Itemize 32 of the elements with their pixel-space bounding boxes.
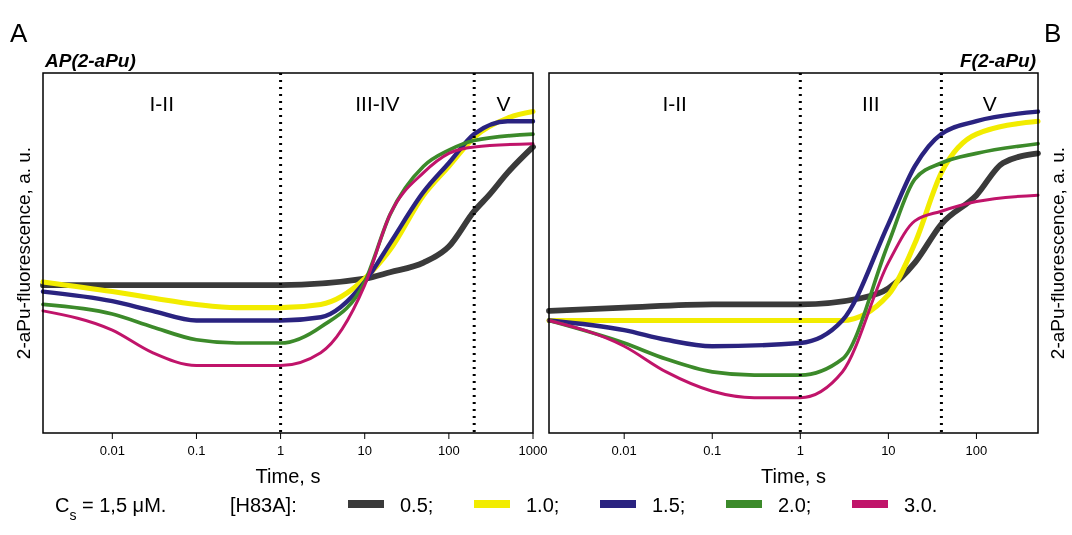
chart-title: AP(2-aPu) — [44, 50, 136, 71]
legend-label: 1.5; — [652, 494, 686, 516]
annotation: III — [862, 92, 880, 115]
x-axis-title: Time, s — [761, 465, 826, 487]
text: C$_{s}$ = 1,5 μM. — [55, 494, 167, 523]
x-tick-label: 1000 — [518, 443, 548, 458]
text: B — [1044, 18, 1062, 48]
legend-label: 2.0; — [778, 494, 812, 516]
y-axis-title: 2-aPu-fluorescence, a. u. — [13, 146, 34, 360]
annotation: V — [982, 92, 997, 115]
legend-label: 3.0. — [904, 494, 938, 516]
x-tick-label: 100 — [965, 443, 988, 458]
x-tick-label: 0.01 — [611, 443, 637, 458]
x-tick-label: 10 — [357, 443, 372, 458]
x-tick-label: 100 — [438, 443, 460, 458]
x-tick-label: 10 — [881, 443, 896, 458]
annotation: I-II — [662, 92, 687, 115]
legend-label: 0.5; — [400, 494, 434, 516]
y-axis-title: 2-aPu-fluorescence, a. u. — [1047, 146, 1068, 360]
chart-title: F(2-aPu) — [960, 50, 1036, 71]
x-tick-label: 1 — [796, 443, 804, 458]
x-tick-label: 0.1 — [187, 443, 206, 458]
annotation: III-IV — [355, 92, 400, 115]
annotation: V — [496, 92, 511, 115]
legend-title: [H83A]: — [230, 494, 297, 516]
x-axis-title: Time, s — [255, 465, 321, 487]
annotation: I-II — [149, 92, 175, 115]
legend-label: 1.0; — [526, 494, 560, 516]
x-tick-label: 0.01 — [99, 443, 125, 458]
x-tick-label: 1 — [276, 443, 285, 458]
x-tick-label: 0.1 — [703, 443, 722, 458]
text: A — [10, 18, 28, 48]
